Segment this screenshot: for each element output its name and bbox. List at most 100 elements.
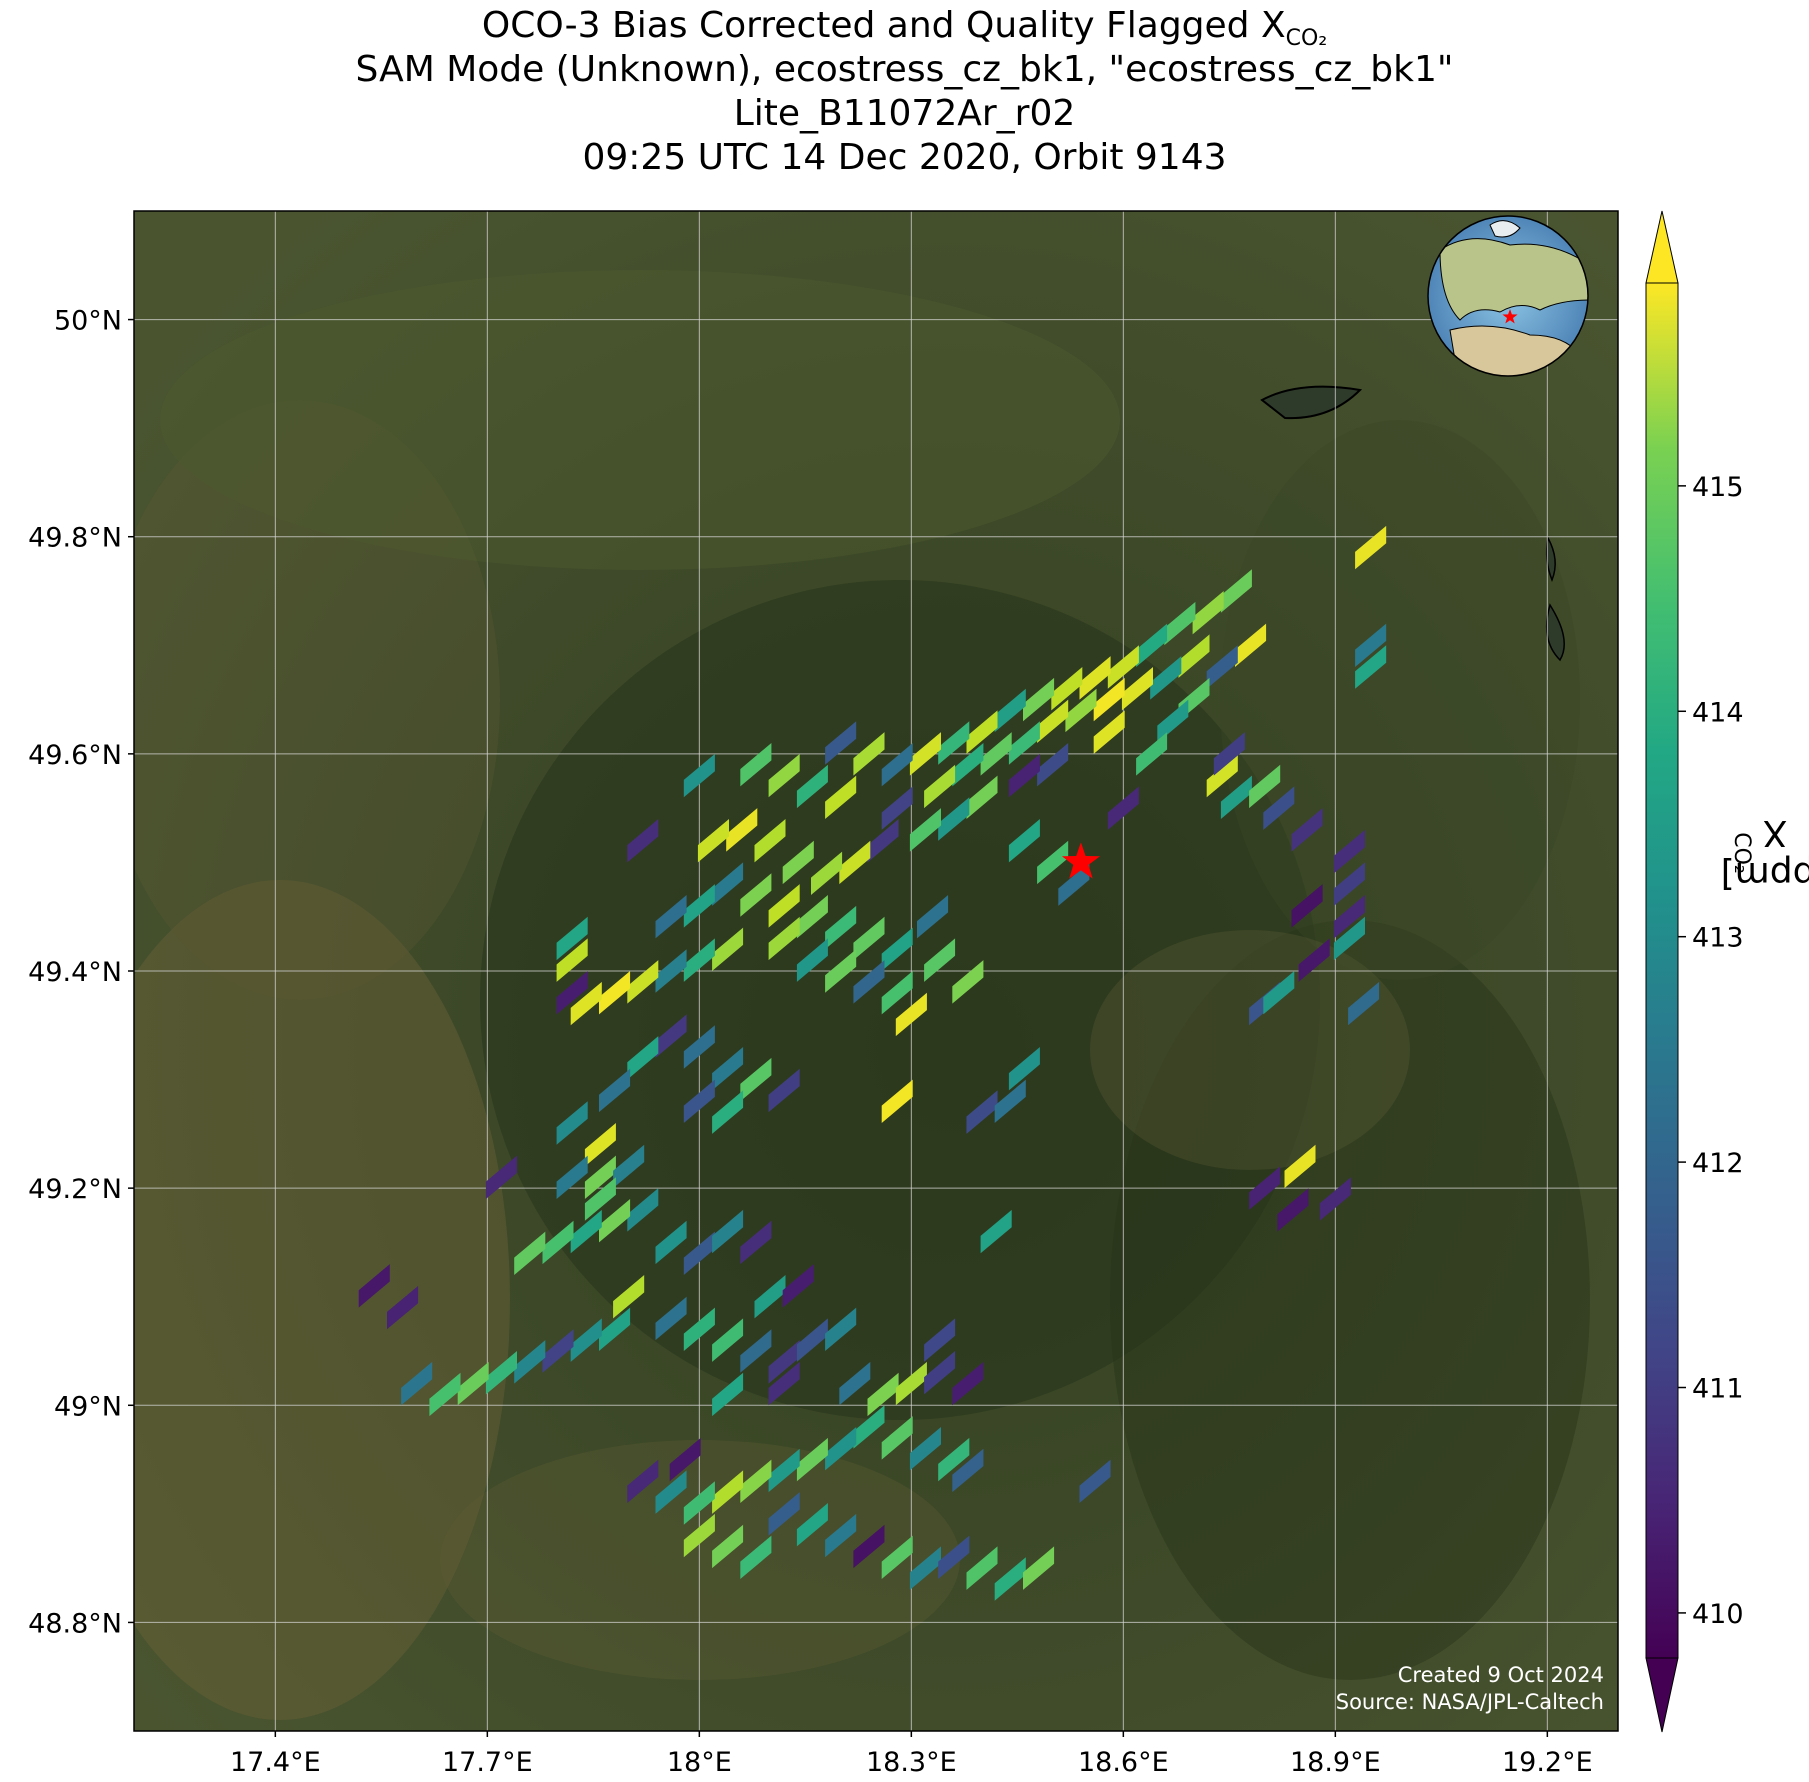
sounding-pixel (740, 873, 772, 917)
sounding-pixel (613, 1144, 645, 1189)
sounding-pixel (1037, 699, 1069, 743)
sounding-pixel (796, 938, 828, 982)
sounding-pixel (740, 1220, 772, 1265)
sounding-pixel (881, 1079, 913, 1123)
sounding-pixel (768, 884, 800, 928)
sounding-pixel (712, 1090, 744, 1134)
globe-outline (1427, 215, 1589, 377)
sounding-pixel (994, 1557, 1026, 1601)
sounding-pixel (1008, 721, 1040, 765)
sounding-pixel (683, 1231, 715, 1275)
sounding-pixel (924, 938, 956, 982)
colorbar: 410 411 412 413 414 415 (1645, 210, 1744, 1733)
sounding-pixel (853, 960, 885, 1004)
sounding-pixel (1333, 895, 1365, 939)
sounding-pixel (740, 1459, 772, 1503)
colorbar-tick-label: 415 (1692, 472, 1744, 503)
sounding-pixel (754, 819, 786, 863)
sounding-pixel (740, 1329, 772, 1373)
sounding-pixel (881, 1416, 913, 1460)
sounding-pixel (556, 916, 588, 961)
sounding-pixel (909, 732, 941, 776)
sounding-pixel (1008, 753, 1040, 798)
sounding-pixel (966, 1546, 998, 1590)
sounding-pixel (782, 840, 814, 885)
colorbar-ticks: 410 411 412 413 414 415 (1678, 472, 1744, 1630)
sounding-pixel (966, 1090, 998, 1134)
title-line-2: SAM Mode (Unknown), ecostress_cz_bk1, "e… (355, 49, 1454, 90)
sounding-pixel (457, 1361, 489, 1406)
sounding-pixel (1348, 981, 1380, 1026)
sounding-pixel (1093, 677, 1125, 722)
sounding-pixel (952, 1361, 984, 1406)
sounding-pixel (683, 1307, 715, 1351)
map-area: 17.4°E 17.7°E 18°E 18.3°E 18.6°E 18.9°E 19.2°E… (28, 210, 1619, 1778)
sounding-pixel (768, 916, 800, 961)
sounding-pixel (895, 992, 927, 1037)
sounding-pixel (1355, 525, 1387, 570)
sounding-pixel (782, 1264, 814, 1308)
sounding-pixel (825, 905, 857, 950)
sounding-pixel (1263, 971, 1295, 1015)
title-line-3: Lite_B11072Ar_r02 (733, 93, 1076, 134)
lon-tick-label: 19.2°E (1502, 1747, 1593, 1778)
sounding-pixel (358, 1264, 390, 1308)
lon-tick-label: 17.4°E (230, 1747, 321, 1778)
sounding-pixel (542, 1329, 574, 1373)
sounding-pixel (966, 775, 998, 819)
sounding-pixel (514, 1231, 546, 1275)
credit-source: Source: NASA/JPL-Caltech (1335, 1690, 1604, 1714)
sounding-pixel (556, 1155, 588, 1199)
sounding-pixel (853, 1405, 885, 1449)
sounding-pixel (1333, 862, 1365, 906)
lat-tick-label: 49.2°N (28, 1174, 122, 1205)
title-line-4: 09:25 UTC 14 Dec 2020, Orbit 9143 (582, 137, 1227, 178)
sounding-pixel (485, 1351, 517, 1395)
sounding-pixel (627, 1459, 659, 1503)
sounding-pixel (825, 1307, 857, 1351)
sounding-pixel (570, 1318, 602, 1362)
sounding-pixel (1277, 1188, 1309, 1232)
sounding-pixel (881, 1535, 913, 1579)
sounding-pixel (853, 732, 885, 776)
sounding-pixel (542, 1220, 574, 1265)
lon-tick-label: 18.9°E (1290, 1747, 1381, 1778)
terrain-texture (134, 270, 1590, 1720)
latitude-ticks: 50°N 49.8°N 49.6°N 49.4°N 49.2°N 49°N 48.8°N (28, 306, 134, 1639)
target-layer (1061, 842, 1100, 879)
sounding-pixel (1121, 667, 1153, 711)
sounding-pixel (584, 1123, 616, 1167)
sounding-pixel (1178, 634, 1210, 678)
sounding-pixel (1249, 1166, 1281, 1210)
sounding-pixel (1079, 656, 1111, 700)
sounding-pixel (909, 1427, 941, 1471)
sounding-pixel (599, 1307, 631, 1351)
sounding-pixel (754, 1275, 786, 1319)
sounding-pixel (1213, 732, 1245, 776)
sounding-pixel (683, 753, 715, 798)
target-star-icon (1061, 842, 1100, 879)
lon-tick-label: 18°E (667, 1747, 732, 1778)
sounding-pixel (867, 1372, 899, 1417)
sounding-pixel (1107, 645, 1139, 689)
sounding-pixel (485, 1155, 517, 1199)
sounding-pixel (712, 1047, 744, 1091)
sounding-pixel (952, 960, 984, 1004)
sounding-pixel (627, 1036, 659, 1080)
sounding-pixel (1291, 884, 1323, 928)
colorbar-tick-label: 411 (1692, 1374, 1744, 1405)
sounding-pixel (655, 1296, 687, 1341)
sounding-pixel (909, 1546, 941, 1590)
sounding-pixel (740, 1535, 772, 1579)
sounding-pixel (1355, 623, 1387, 667)
sounding-pixel (683, 1079, 715, 1123)
sounding-pixel (556, 938, 588, 982)
sounding-pixel (740, 1057, 772, 1102)
sounding-pixel (1008, 819, 1040, 863)
sounding-pixel (697, 819, 729, 863)
sounding-pixel (683, 1025, 715, 1069)
sounding-pixel (796, 1318, 828, 1362)
sounding-pixel (1058, 862, 1090, 906)
lat-tick-label: 48.8°N (28, 1608, 122, 1639)
